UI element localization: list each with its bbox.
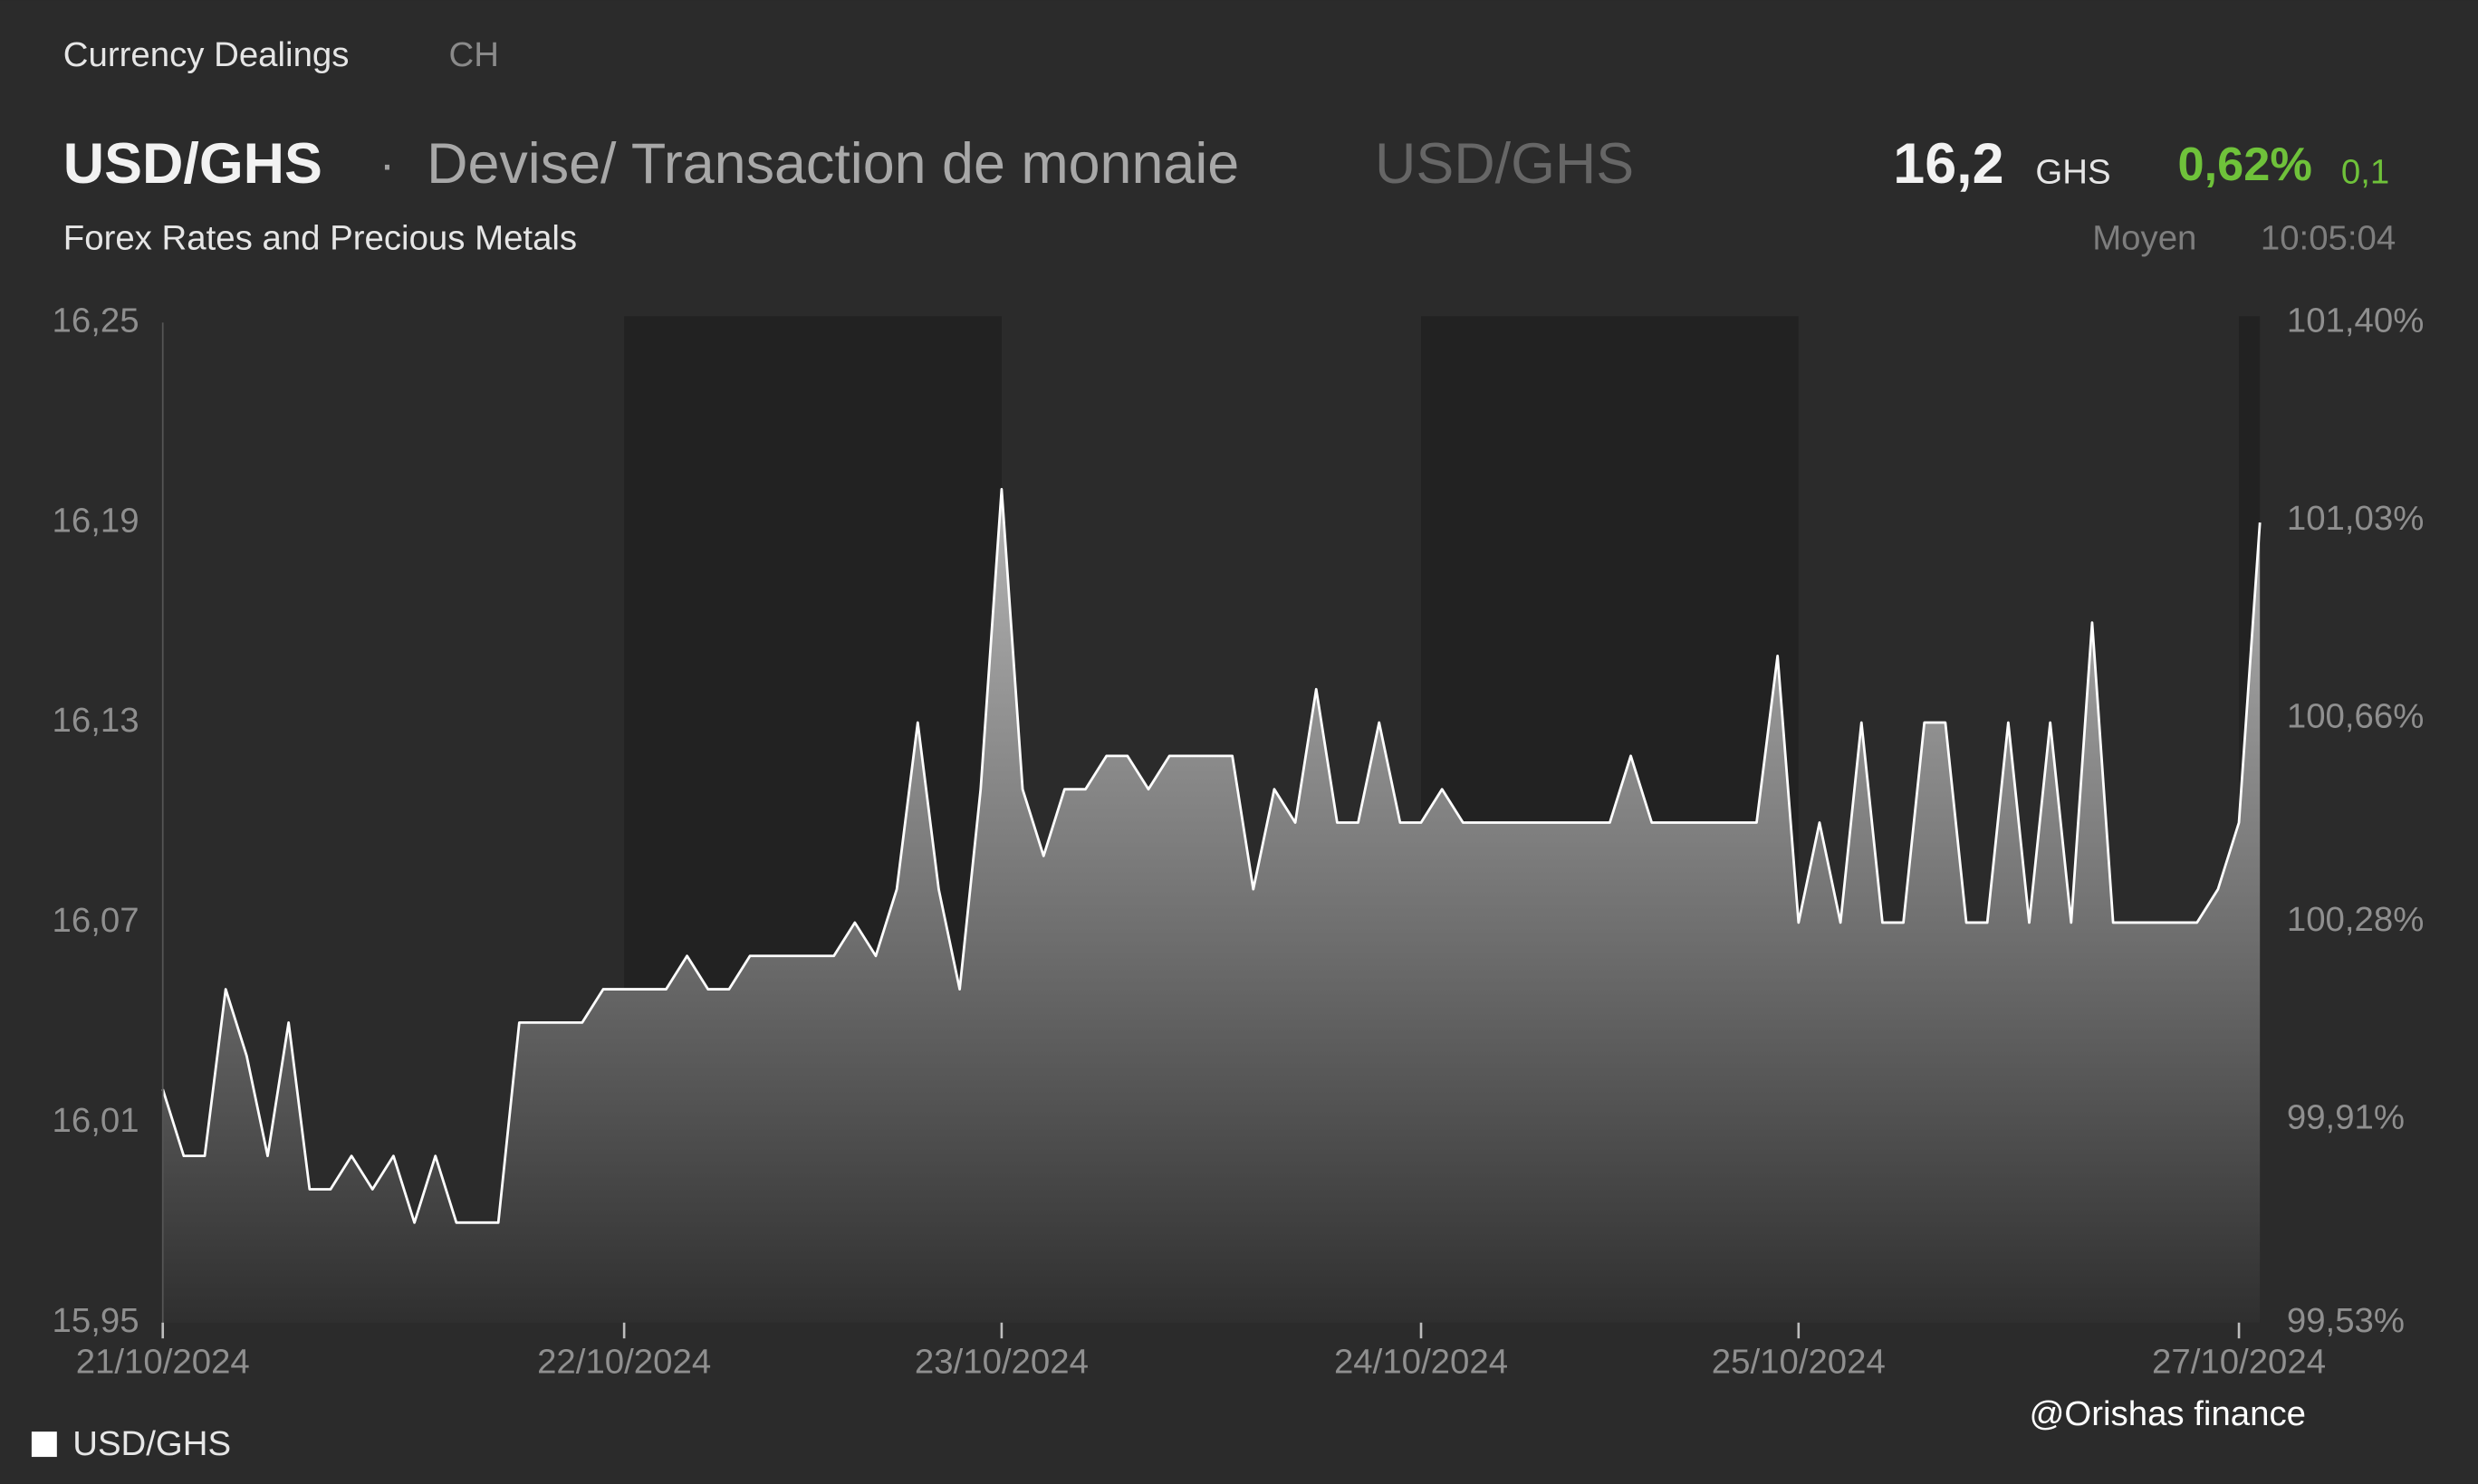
legend-label: USD/GHS	[72, 1424, 231, 1463]
legend-swatch	[31, 1431, 57, 1458]
separator: ·	[379, 139, 395, 191]
x-tick-label: 27/10/2024	[2152, 1342, 2326, 1381]
subtitle: Forex Rates and Precious Metals	[63, 219, 577, 258]
change-abs: 0,1	[2341, 152, 2389, 191]
symbol: USD/GHS	[63, 132, 322, 196]
y-tick-label: 16,07	[53, 901, 139, 940]
watermark: @Orishas finance	[2029, 1394, 2306, 1433]
y2-tick-label: 101,40%	[2287, 301, 2425, 340]
change-pct: 0,62%	[2177, 139, 2311, 191]
price-type: Moyen	[2092, 219, 2196, 258]
y2-tick-label: 100,28%	[2287, 900, 2425, 939]
y-tick-label: 16,19	[53, 501, 139, 540]
y-tick-label: 15,95	[53, 1301, 139, 1340]
price: 16,2	[1893, 132, 2003, 196]
area	[162, 489, 2261, 1323]
x-tick-label: 24/10/2024	[1334, 1342, 1508, 1381]
time: 10:05:04	[2261, 219, 2396, 258]
y-tick-label: 16,01	[53, 1101, 139, 1140]
y2-tick-label: 101,03%	[2287, 499, 2425, 538]
symbol-alt: USD/GHS	[1375, 132, 1634, 196]
y2-tick-label: 99,91%	[2287, 1097, 2405, 1136]
y2-tick-label: 100,66%	[2287, 696, 2425, 735]
line	[161, 487, 2262, 1224]
region: CH	[449, 35, 499, 74]
section: Currency Dealings	[63, 35, 350, 74]
x-tick-label: 25/10/2024	[1712, 1342, 1886, 1381]
currency: GHS	[2035, 152, 2110, 191]
x-tick-label: 22/10/2024	[537, 1342, 711, 1381]
x-tick-label: 21/10/2024	[76, 1342, 250, 1381]
y2-tick-label: 99,53%	[2287, 1301, 2405, 1340]
y-tick-label: 16,25	[53, 301, 139, 340]
instrument-name: Devise/ Transaction de monnaie	[427, 132, 1239, 196]
y-tick-label: 16,13	[53, 701, 139, 740]
x-tick-label: 23/10/2024	[915, 1342, 1089, 1381]
